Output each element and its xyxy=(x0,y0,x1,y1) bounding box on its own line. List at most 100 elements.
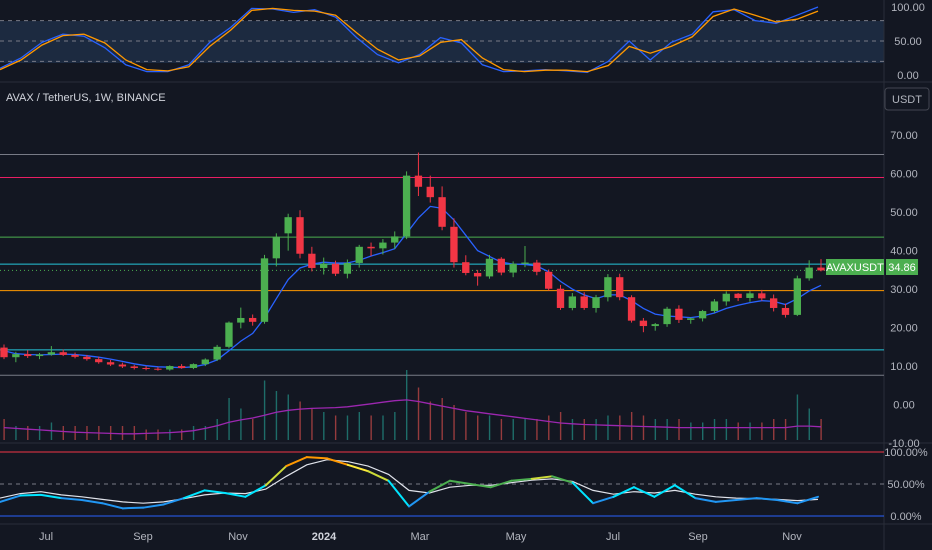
volume-bar xyxy=(417,387,420,440)
osc-main-segment xyxy=(142,503,165,509)
x-axis: Jul Sep Nov 2024 Mar May Jul Sep Nov xyxy=(39,531,802,543)
x-tick: Sep xyxy=(133,531,153,543)
candle-body xyxy=(568,296,577,308)
candle-body xyxy=(402,175,411,237)
volume-bar xyxy=(323,412,325,440)
volume-bar xyxy=(773,419,775,440)
volume-bar xyxy=(477,415,479,440)
candle-body xyxy=(320,263,328,268)
currency-button-label[interactable]: USDT xyxy=(892,94,922,106)
osc-main-segment xyxy=(183,489,206,500)
volume-bar xyxy=(263,380,266,440)
osc-main-segment xyxy=(60,497,83,501)
candle-body xyxy=(497,258,505,273)
moving-average-line xyxy=(3,205,822,369)
candle-body xyxy=(734,293,742,298)
price-ytick: 10.00 xyxy=(890,361,918,373)
candle-body xyxy=(663,308,671,325)
volume-bar xyxy=(583,419,585,440)
candle-body xyxy=(698,311,707,319)
candle-body xyxy=(0,347,8,358)
candle-body xyxy=(793,278,801,315)
volume-bar xyxy=(488,415,491,440)
candle-body xyxy=(95,359,103,363)
currency-button[interactable]: USDT xyxy=(884,87,930,111)
candle-body xyxy=(473,272,482,277)
candle-body xyxy=(639,320,648,327)
candle-body xyxy=(71,354,79,357)
candle-body xyxy=(367,246,375,249)
osc-main-segment xyxy=(551,475,574,484)
volume-bar xyxy=(429,401,432,440)
volume-bar xyxy=(181,429,183,440)
volume-bar xyxy=(666,419,668,440)
currency-button-bg[interactable] xyxy=(884,87,930,111)
candle-body xyxy=(237,317,245,323)
price-ytick: 20.00 xyxy=(890,323,918,335)
candlesticks xyxy=(0,152,825,371)
volume-bar xyxy=(287,394,289,440)
candle-body xyxy=(308,253,316,268)
candle-body xyxy=(47,352,56,355)
candle-body xyxy=(544,271,553,289)
candle-body xyxy=(485,258,494,277)
candle-body xyxy=(189,364,198,368)
volume-bar xyxy=(252,419,254,440)
osc-main-segment xyxy=(19,493,42,497)
candle-body xyxy=(177,366,186,368)
rsi-line xyxy=(3,399,822,435)
candle-body xyxy=(651,324,659,327)
volume-bar xyxy=(512,419,514,440)
candle-body xyxy=(331,263,340,274)
candle-body xyxy=(248,317,257,322)
osc-main-segment xyxy=(121,506,145,510)
volume-bar xyxy=(394,412,396,440)
candle-body xyxy=(391,236,399,243)
osc-ytick: 100.00% xyxy=(884,447,928,459)
candle-body xyxy=(521,262,529,264)
candle-body xyxy=(675,308,683,320)
candle-body xyxy=(817,267,825,271)
volume-bar xyxy=(204,426,207,440)
candle-body xyxy=(130,366,138,368)
osc-main-segment xyxy=(714,499,738,503)
symbol-badge-label: AVAXUSDT xyxy=(826,262,884,274)
price-badge: AVAXUSDT 34.86 xyxy=(826,259,918,275)
volume-bar xyxy=(559,412,562,440)
candle-body xyxy=(225,322,233,347)
volume-bar xyxy=(121,426,124,440)
stoch-ytick: 0.00 xyxy=(897,70,918,82)
volume-bar xyxy=(275,391,278,440)
volume-bar xyxy=(3,419,5,440)
volume-bar xyxy=(607,415,609,440)
volume-bar xyxy=(157,429,159,440)
osc-main-segment xyxy=(0,494,22,503)
x-tick: May xyxy=(506,531,527,543)
candle-body xyxy=(805,267,813,279)
stochastic-y-axis: 100.00 50.00 0.00 xyxy=(891,2,925,82)
volume-bar xyxy=(405,370,408,440)
volume-bar xyxy=(382,415,384,440)
osc-main-segment xyxy=(694,497,717,503)
volume-bar xyxy=(192,426,195,440)
osc-main-segment xyxy=(408,490,431,508)
x-tick: Jul xyxy=(606,531,620,543)
volume-bar xyxy=(536,419,538,440)
volume-bar xyxy=(784,419,787,440)
osc-main-segment xyxy=(489,479,513,489)
volume-bar xyxy=(358,412,361,440)
volume-bar xyxy=(642,415,645,440)
candle-body xyxy=(627,297,636,321)
volume-bar xyxy=(216,419,218,440)
osc-main-segment xyxy=(367,470,390,482)
osc-main-segment xyxy=(448,479,472,485)
price-ytick: 40.00 xyxy=(890,246,918,258)
osc-main-segment xyxy=(80,499,104,505)
osc-ytick: 0.00% xyxy=(890,511,921,523)
price-ytick: -10.00 xyxy=(888,438,919,450)
volume-bar xyxy=(169,429,171,440)
candle-body xyxy=(35,354,44,357)
volume-bar xyxy=(500,419,503,440)
stoch-ytick: 100.00 xyxy=(891,2,925,14)
